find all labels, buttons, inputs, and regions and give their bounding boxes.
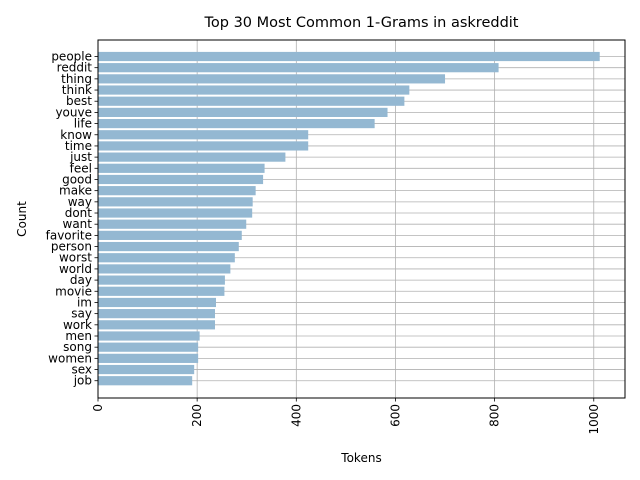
- bar-job: [98, 376, 193, 386]
- bar-make: [98, 186, 256, 196]
- x-tick-label: 600: [388, 404, 402, 427]
- y-tick-label: dont: [65, 206, 93, 220]
- y-tick-label: way: [68, 195, 92, 209]
- x-tick-label: 0: [91, 404, 105, 412]
- y-tick-label: work: [63, 318, 92, 332]
- y-tick-label: think: [62, 83, 92, 97]
- bar-work: [98, 320, 216, 330]
- bar-want: [98, 219, 247, 229]
- bar-time: [98, 141, 309, 151]
- y-tick-labels: peopleredditthingthinkbestyouvelifeknowt…: [46, 50, 98, 388]
- x-axis-label: Tokens: [340, 451, 381, 465]
- x-tick-label: 400: [289, 404, 303, 427]
- y-tick-label: favorite: [46, 228, 92, 242]
- y-tick-label: worst: [59, 251, 92, 265]
- bar-youve: [98, 107, 388, 117]
- y-tick-label: reddit: [57, 61, 93, 75]
- y-tick-label: say: [71, 307, 92, 321]
- y-axis-label: Count: [15, 201, 29, 237]
- y-tick-label: men: [65, 329, 92, 343]
- plot-frame: [97, 39, 626, 399]
- x-tick-label: 1000: [587, 404, 601, 435]
- x-tick-labels: 0 200 400 600 800 1000: [91, 398, 601, 435]
- y-tick-label: world: [59, 262, 92, 276]
- y-tick-label: feel: [70, 161, 92, 175]
- y-tick-label: best: [66, 94, 92, 108]
- y-tick-label: women: [48, 351, 92, 365]
- y-tick-label: want: [63, 217, 93, 231]
- bar-best: [98, 96, 405, 106]
- y-tick-label: life: [74, 117, 92, 131]
- chart-title: Top 30 Most Common 1-Grams in askreddit: [204, 15, 519, 31]
- bar-worst: [98, 253, 235, 263]
- bar-way: [98, 197, 253, 207]
- bar-good: [98, 174, 264, 185]
- y-tick-label: song: [63, 340, 92, 354]
- bar-men: [98, 331, 200, 341]
- y-tick-label: sex: [71, 363, 92, 377]
- x-tick-label: 800: [488, 404, 502, 427]
- y-tick-label: person: [51, 240, 92, 254]
- bar-people: [98, 51, 600, 62]
- bar-movie: [98, 286, 225, 296]
- bar-know: [98, 130, 309, 140]
- bar-day: [98, 275, 225, 285]
- bar-person: [98, 241, 239, 252]
- y-tick-label: just: [69, 150, 92, 164]
- bar-life: [98, 118, 375, 129]
- y-tick-label: im: [77, 295, 92, 309]
- y-tick-label: youve: [55, 105, 92, 119]
- y-tick-label: good: [62, 172, 92, 186]
- y-tick-label: know: [60, 128, 92, 142]
- bars: [98, 51, 600, 386]
- bar-thing: [98, 74, 446, 84]
- y-tick-label: job: [73, 374, 92, 388]
- x-tick-label: 200: [190, 404, 204, 427]
- bar-say: [98, 309, 216, 319]
- bar-reddit: [98, 63, 499, 73]
- bar-think: [98, 85, 410, 95]
- y-tick-label: time: [65, 139, 92, 153]
- bar-sex: [98, 364, 195, 375]
- bar-song: [98, 342, 199, 352]
- bar-dont: [98, 208, 253, 218]
- y-tick-label: thing: [61, 72, 92, 86]
- bar-women: [98, 353, 199, 363]
- y-tick-label: day: [70, 273, 92, 287]
- y-tick-label: movie: [55, 284, 92, 298]
- bar-favorite: [98, 230, 242, 240]
- bar-im: [98, 297, 216, 308]
- y-tick-label: people: [51, 50, 92, 64]
- y-tick-label: make: [59, 184, 92, 198]
- bar-feel: [98, 163, 265, 173]
- bar-world: [98, 264, 231, 274]
- bar-just: [98, 152, 286, 162]
